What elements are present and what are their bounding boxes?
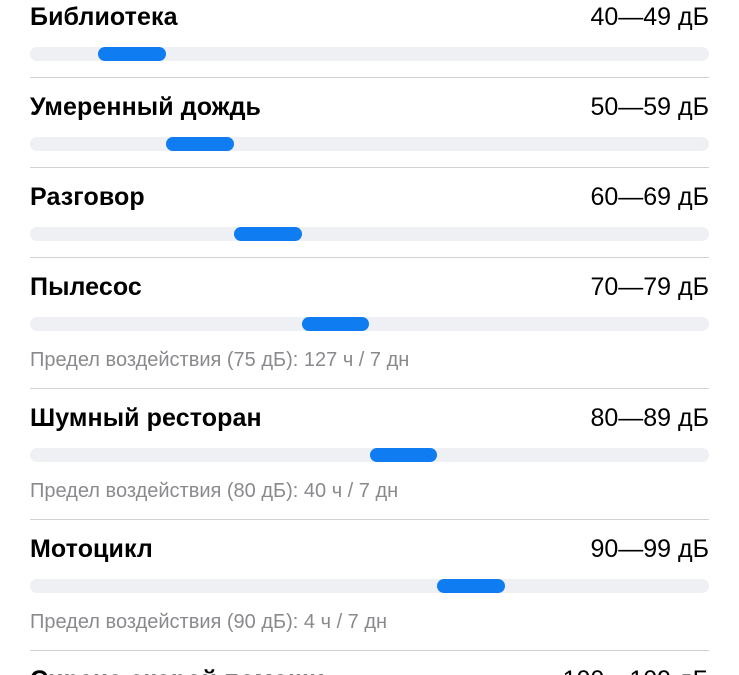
level-pill (97, 47, 166, 61)
sound-level-row: Умеренный дождь 50—59 дБ (30, 78, 709, 168)
row-header: Разговор 60—69 дБ (30, 182, 709, 212)
decibel-scale-track (30, 227, 709, 241)
sound-source-label: Пылесос (30, 273, 142, 301)
decibel-range-label: 90—99 дБ (590, 535, 709, 563)
level-pill (165, 137, 234, 151)
exposure-limit-note: Предел воздействия (80 дБ): 40 ч / 7 дн (30, 480, 399, 502)
sound-level-row: Мотоцикл 90—99 дБ Предел воздействия (90… (30, 520, 709, 651)
sound-level-row: Библиотека 40—49 дБ (30, 0, 709, 78)
decibel-range-label: 70—79 дБ (590, 273, 709, 301)
exposure-limit-note: Предел воздействия (75 дБ): 127 ч / 7 дн (30, 349, 410, 371)
sound-source-label: Разговор (30, 183, 145, 211)
decibel-range-label: 100—109 дБ (563, 665, 709, 675)
decibel-scale-track (30, 137, 709, 151)
decibel-scale-track (30, 47, 709, 61)
level-pill (233, 227, 302, 241)
row-header: Пылесос 70—79 дБ (30, 272, 709, 302)
exposure-limit-note: Предел воздействия (90 дБ): 4 ч / 7 дн (30, 611, 388, 633)
sound-level-row: Разговор 60—69 дБ (30, 168, 709, 258)
decibel-range-label: 80—89 дБ (590, 404, 709, 432)
row-header: Шумный ресторан 80—89 дБ (30, 403, 709, 433)
sound-source-label: Сирена скорой помощи (30, 665, 325, 675)
row-header: Сирена скорой помощи 100—109 дБ (30, 665, 709, 675)
decibel-scale-track (30, 579, 709, 593)
sound-source-label: Библиотека (30, 3, 178, 31)
sound-source-label: Шумный ресторан (30, 404, 262, 432)
row-header: Умеренный дождь 50—59 дБ (30, 92, 709, 122)
row-header: Библиотека 40—49 дБ (30, 2, 709, 32)
sound-source-label: Мотоцикл (30, 535, 153, 563)
decibel-range-label: 50—59 дБ (590, 93, 709, 121)
level-pill (437, 579, 506, 593)
sound-level-row: Шумный ресторан 80—89 дБ Предел воздейст… (30, 389, 709, 520)
row-header: Мотоцикл 90—99 дБ (30, 534, 709, 564)
level-pill (301, 317, 370, 331)
decibel-range-label: 60—69 дБ (590, 183, 709, 211)
sound-level-row: Пылесос 70—79 дБ Предел воздействия (75 … (30, 258, 709, 389)
decibel-range-label: 40—49 дБ (590, 3, 709, 31)
decibel-scale-track (30, 448, 709, 462)
sound-source-label: Умеренный дождь (30, 93, 262, 121)
decibel-scale-track (30, 317, 709, 331)
level-pill (369, 448, 438, 462)
sound-level-row: Сирена скорой помощи 100—109 дБ (30, 651, 709, 675)
